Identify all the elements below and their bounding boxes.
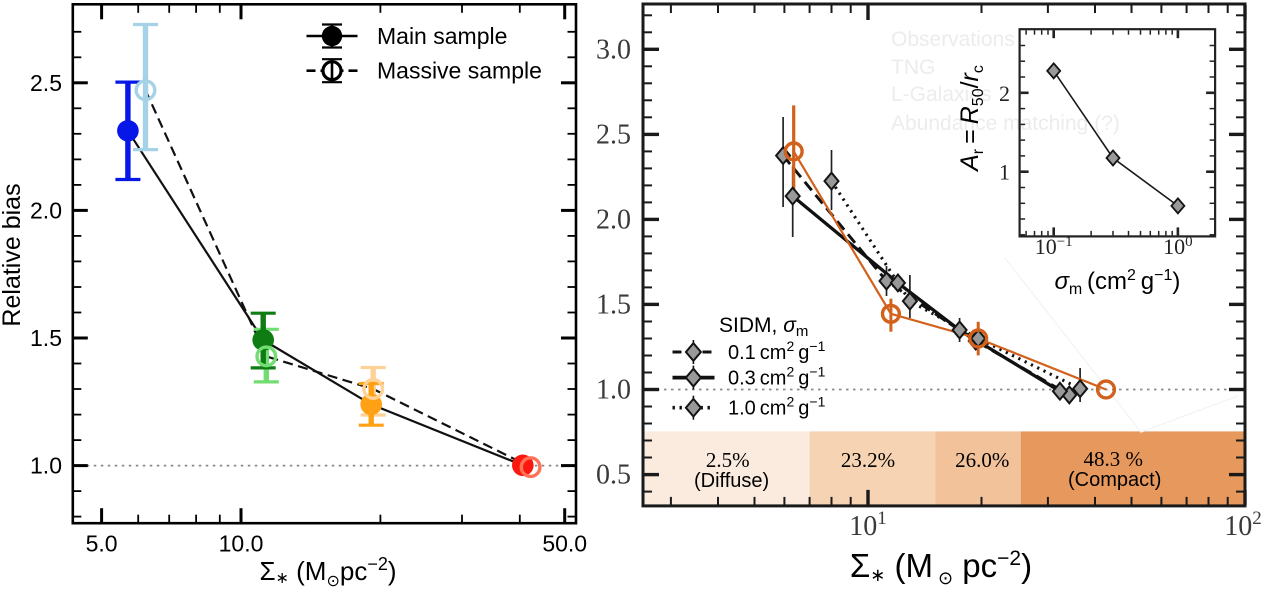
svg-text:L-Galaxies: L-Galaxies (891, 83, 991, 106)
svg-text:1.5: 1.5 (596, 289, 631, 320)
svg-text:2: 2 (999, 81, 1010, 106)
svg-text:Observations: Observations (891, 28, 1015, 51)
svg-text:0.5: 0.5 (596, 460, 631, 491)
svg-text:1.0 cm2 g−1: 1.0 cm2 g−1 (728, 394, 826, 420)
svg-text:10.0: 10.0 (219, 531, 264, 557)
svg-text:2.0: 2.0 (30, 197, 62, 223)
svg-text:Main sample: Main sample (377, 23, 507, 49)
svg-text:2.0: 2.0 (596, 204, 631, 235)
svg-text:Massive sample: Massive sample (377, 58, 542, 84)
svg-text:2.5: 2.5 (596, 119, 631, 150)
svg-text:0.1 cm2 g−1: 0.1 cm2 g−1 (728, 338, 826, 364)
svg-text:23.2%: 23.2% (841, 448, 895, 472)
svg-text:Relative bias: Relative bias (0, 183, 26, 326)
svg-text:2.5: 2.5 (30, 70, 62, 96)
svg-text:TNG: TNG (891, 56, 935, 79)
svg-text:Abundance matching (?): Abundance matching (?) (891, 112, 1120, 135)
svg-text:0.3 cm2 g−1: 0.3 cm2 g−1 (728, 364, 826, 390)
svg-text:1.0: 1.0 (596, 375, 631, 406)
svg-text:1.5: 1.5 (30, 325, 62, 351)
svg-text:σm (cm2 g−1): σm (cm2 g−1) (1054, 267, 1180, 298)
svg-text:50.0: 50.0 (542, 531, 587, 557)
svg-text:5.0: 5.0 (86, 531, 118, 557)
svg-text:3.0: 3.0 (596, 34, 631, 65)
svg-text:(Compact): (Compact) (1068, 469, 1161, 491)
svg-text:48.3 %: 48.3 % (1084, 447, 1144, 471)
svg-text:1: 1 (999, 160, 1010, 185)
svg-text:Ar = R50/rc: Ar = R50/rc (956, 65, 987, 173)
svg-text:SIDM, σm: SIDM, σm (719, 314, 808, 340)
svg-text:2.5%: 2.5% (706, 448, 750, 472)
svg-text:1.0: 1.0 (30, 453, 62, 479)
svg-text:(Diffuse): (Diffuse) (694, 470, 769, 492)
svg-text:26.0%: 26.0% (955, 448, 1009, 472)
